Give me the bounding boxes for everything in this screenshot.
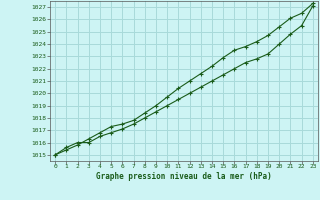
X-axis label: Graphe pression niveau de la mer (hPa): Graphe pression niveau de la mer (hPa) — [96, 172, 272, 181]
